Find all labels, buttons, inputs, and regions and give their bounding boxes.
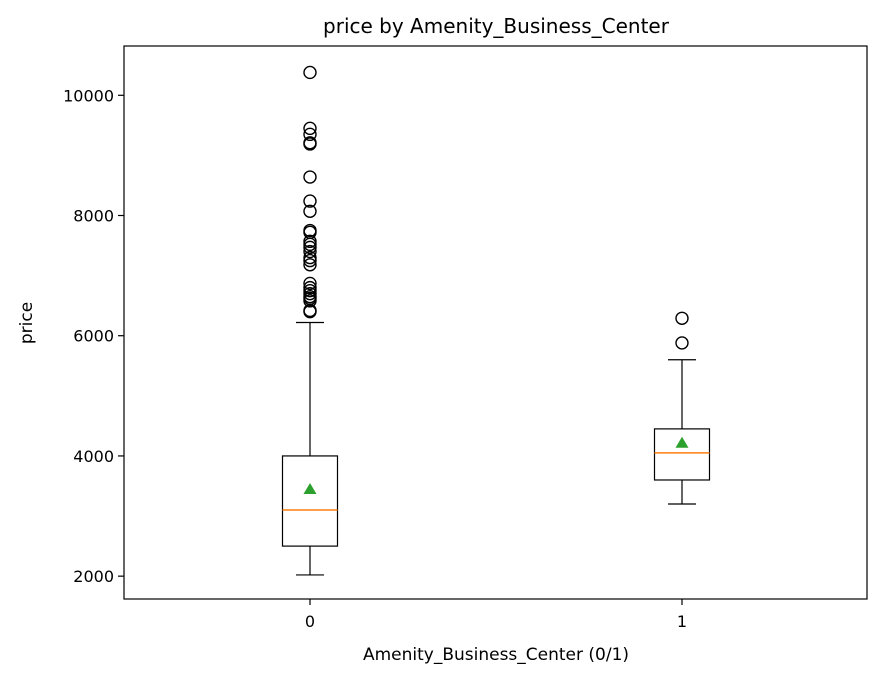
y-tick-label: 4000 — [73, 447, 114, 466]
x-axis-label: Amenity_Business_Center (0/1) — [363, 645, 629, 665]
outlier-point — [303, 65, 317, 80]
plot-area — [123, 45, 868, 600]
outlier-point — [303, 170, 317, 184]
outlier-point — [303, 283, 317, 298]
outlier-point — [303, 223, 317, 238]
outlier-point — [303, 280, 317, 295]
outlier-point — [675, 311, 689, 325]
chart-title: price by Amenity_Business_Center — [323, 14, 670, 38]
outlier-point — [675, 336, 689, 350]
outlier-point — [303, 253, 317, 268]
y-tick-label: 8000 — [73, 207, 114, 226]
y-axis-label: price — [17, 302, 37, 344]
outlier-point — [303, 204, 317, 218]
x-tick-label: 0 — [305, 612, 315, 631]
x-tick-label: 1 — [677, 612, 687, 631]
outlier-point — [303, 136, 317, 150]
box-group-1 — [653, 311, 711, 505]
boxes — [281, 65, 711, 576]
outlier-point — [303, 244, 317, 259]
outlier-point — [303, 258, 317, 272]
outlier-point — [303, 127, 317, 142]
outlier-point — [303, 194, 317, 208]
y-tick-label: 2000 — [73, 567, 114, 586]
mean-marker — [675, 436, 689, 448]
outlier-point — [303, 289, 317, 304]
outlier-point — [303, 286, 317, 301]
outlier-point — [303, 234, 317, 249]
outlier-point — [303, 240, 317, 255]
outlier-point — [303, 250, 317, 265]
y-tick-label: 10000 — [63, 86, 114, 105]
box-group-0 — [281, 65, 339, 576]
iqr-box — [281, 455, 339, 547]
outlier-point — [303, 276, 317, 291]
y-axis: 2000 4000 6000 8000 10000 — [63, 86, 124, 586]
mean-marker — [303, 483, 317, 495]
outlier-point — [303, 121, 317, 136]
iqr-box — [653, 428, 711, 481]
y-tick-label: 6000 — [73, 327, 114, 346]
